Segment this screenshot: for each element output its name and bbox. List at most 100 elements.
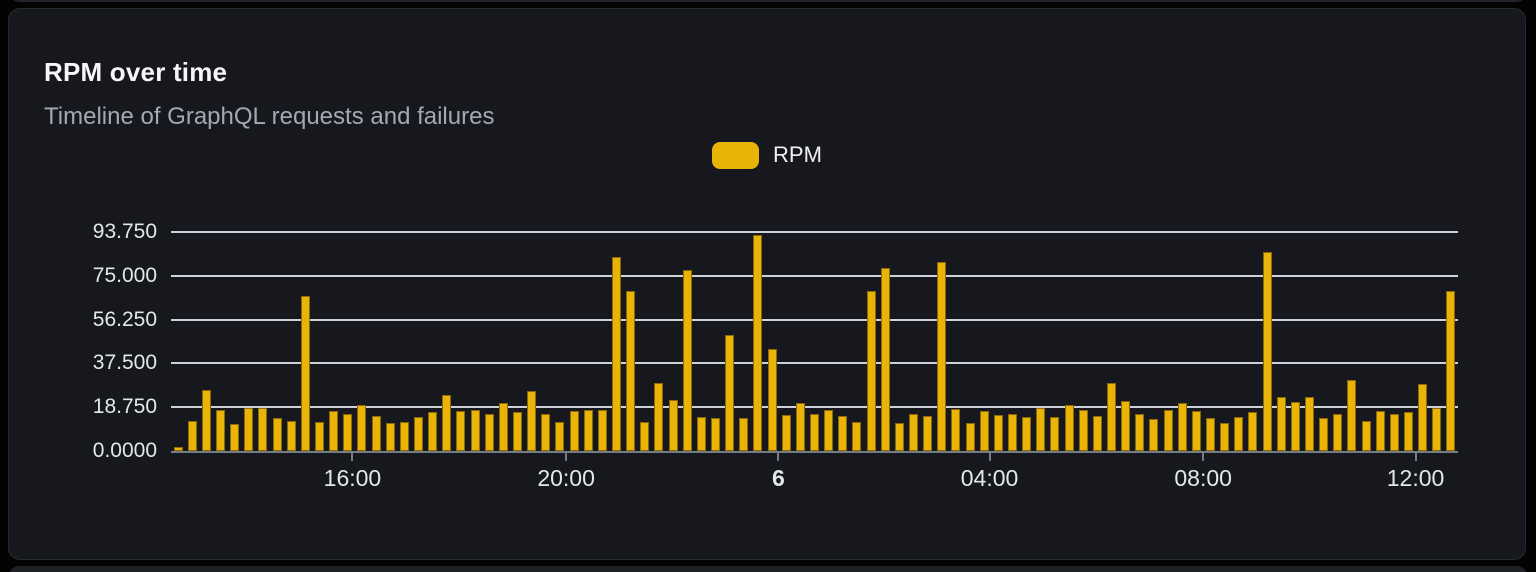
- bar[interactable]: [1319, 418, 1329, 451]
- bar[interactable]: [1163, 410, 1173, 451]
- bar[interactable]: [965, 422, 975, 451]
- panel-subtitle: Timeline of GraphQL requests and failure…: [44, 103, 495, 130]
- bar[interactable]: [428, 412, 438, 451]
- y-axis-tick-label: 75.000: [92, 263, 157, 287]
- bar[interactable]: [541, 413, 551, 451]
- bar[interactable]: [343, 413, 353, 451]
- bar[interactable]: [795, 403, 805, 451]
- bar[interactable]: [1333, 413, 1343, 451]
- bar[interactable]: [258, 407, 268, 451]
- bar[interactable]: [1403, 412, 1414, 451]
- bar[interactable]: [1205, 418, 1216, 451]
- bar[interactable]: [739, 418, 749, 451]
- bar[interactable]: [498, 403, 508, 451]
- bar[interactable]: [1036, 407, 1046, 451]
- bar[interactable]: [512, 412, 523, 451]
- bar[interactable]: [1121, 400, 1131, 451]
- bar[interactable]: [838, 415, 848, 451]
- bar[interactable]: [442, 394, 452, 451]
- bar[interactable]: [1375, 411, 1385, 451]
- bar[interactable]: [710, 418, 721, 451]
- bar[interactable]: [1290, 401, 1300, 451]
- bar[interactable]: [1248, 412, 1258, 451]
- bar[interactable]: [866, 290, 876, 451]
- bar[interactable]: [1191, 411, 1201, 451]
- bar[interactable]: [555, 421, 565, 451]
- bar[interactable]: [371, 415, 381, 451]
- bar[interactable]: [201, 390, 211, 451]
- bar[interactable]: [1050, 417, 1060, 451]
- bar[interactable]: [725, 335, 735, 451]
- bar[interactable]: [244, 407, 254, 451]
- bar[interactable]: [1446, 290, 1456, 451]
- bar[interactable]: [1276, 397, 1286, 451]
- bar[interactable]: [1432, 407, 1442, 451]
- bar[interactable]: [894, 422, 904, 451]
- bar[interactable]: [951, 408, 961, 451]
- bar[interactable]: [484, 413, 494, 451]
- rpm-bar-chart: 93.750 75.000 56.250 37.500 18.750 0.0000 16:0…: [9, 9, 1525, 559]
- bar[interactable]: [1220, 422, 1230, 451]
- bar[interactable]: [654, 383, 664, 451]
- adjacent-panel-bottom-edge: [8, 566, 1528, 572]
- bar[interactable]: [1361, 420, 1371, 451]
- bar[interactable]: [470, 410, 480, 451]
- bar[interactable]: [1234, 417, 1244, 451]
- bar[interactable]: [583, 410, 593, 451]
- bar[interactable]: [399, 421, 409, 451]
- bar[interactable]: [979, 411, 989, 451]
- bar[interactable]: [1262, 252, 1272, 451]
- bar[interactable]: [668, 399, 678, 451]
- bar[interactable]: [215, 410, 226, 451]
- plot-area: [171, 231, 1458, 453]
- bar[interactable]: [1135, 413, 1145, 451]
- x-axis-tick: [1414, 453, 1417, 461]
- bar[interactable]: [1092, 415, 1102, 451]
- bar[interactable]: [230, 424, 240, 451]
- bar[interactable]: [456, 411, 466, 451]
- bar[interactable]: [527, 391, 537, 451]
- bar[interactable]: [767, 349, 777, 451]
- bar[interactable]: [852, 421, 862, 451]
- bar[interactable]: [569, 411, 579, 451]
- bar[interactable]: [329, 411, 339, 451]
- bar[interactable]: [300, 295, 310, 451]
- bar[interactable]: [880, 267, 890, 451]
- bar[interactable]: [923, 415, 933, 451]
- bar[interactable]: [314, 421, 325, 451]
- bar[interactable]: [1418, 384, 1428, 451]
- bar[interactable]: [187, 420, 197, 451]
- bar[interactable]: [1007, 413, 1018, 451]
- bar[interactable]: [640, 421, 650, 451]
- bar[interactable]: [357, 405, 367, 451]
- bar[interactable]: [1389, 413, 1399, 451]
- bar[interactable]: [611, 257, 622, 451]
- bar[interactable]: [1149, 419, 1159, 451]
- bar[interactable]: [626, 290, 636, 451]
- bar[interactable]: [809, 413, 820, 451]
- gridline: [171, 231, 1458, 233]
- bar[interactable]: [824, 410, 834, 451]
- bar[interactable]: [753, 234, 763, 451]
- legend-item-rpm[interactable]: RPM: [9, 141, 1525, 169]
- bar[interactable]: [272, 418, 282, 451]
- bar[interactable]: [1304, 397, 1315, 451]
- bar[interactable]: [1347, 379, 1357, 451]
- bar[interactable]: [385, 422, 395, 451]
- bar[interactable]: [413, 417, 424, 451]
- bar[interactable]: [682, 269, 692, 451]
- bar[interactable]: [781, 414, 791, 451]
- bar[interactable]: [696, 417, 706, 451]
- bar[interactable]: [1177, 403, 1187, 451]
- bar[interactable]: [597, 410, 607, 451]
- bar[interactable]: [1106, 383, 1117, 451]
- bar[interactable]: [1078, 410, 1088, 451]
- bar[interactable]: [1064, 405, 1074, 451]
- bar[interactable]: [173, 446, 183, 451]
- panel-title: RPM over time: [44, 57, 228, 87]
- bar[interactable]: [993, 414, 1003, 451]
- bar[interactable]: [908, 413, 919, 451]
- bar[interactable]: [1022, 417, 1032, 451]
- bar[interactable]: [286, 420, 296, 451]
- bar[interactable]: [937, 261, 947, 451]
